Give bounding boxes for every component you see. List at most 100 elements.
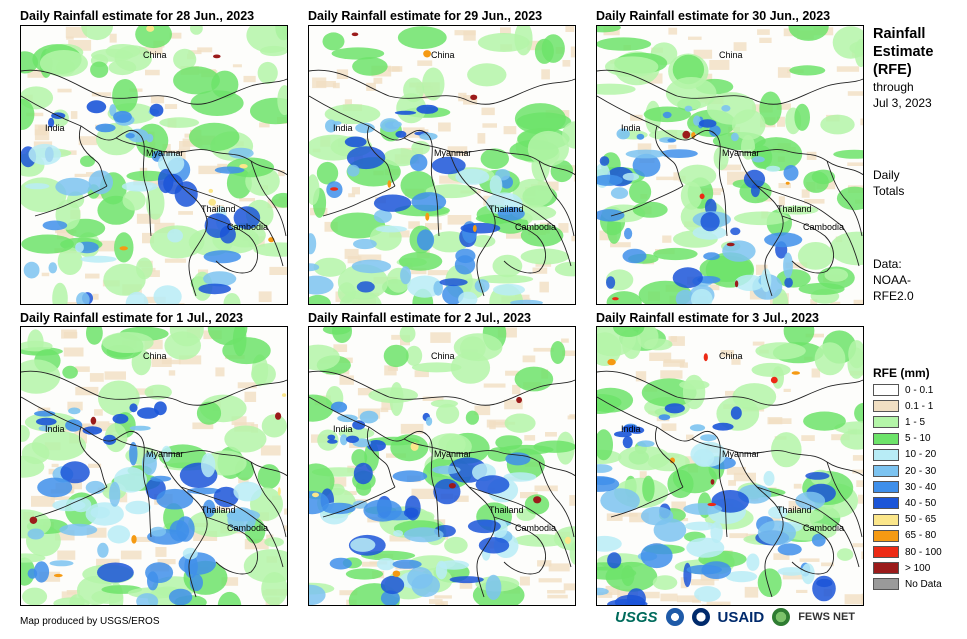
panel-title-3: Daily Rainfall estimate for 30 Jun., 202… [596,9,831,23]
panel-title-2: Daily Rainfall estimate for 29 Jun., 202… [308,9,543,23]
map-label-thailand: Thailand [201,505,236,515]
map-label-cambodia: Cambodia [803,523,844,533]
through-date: Jul 3, 2023 [873,96,932,110]
map-label-cambodia: Cambodia [803,222,844,232]
legend-swatch [873,578,899,591]
legend-label: 40 - 50 [905,497,937,509]
map-label-cambodia: Cambodia [227,222,268,232]
rainfall-map-5: China India Myanmar Thailand Cambodia [308,326,576,606]
map-label-myanmar: Myanmar [434,449,472,459]
map-label-thailand: Thailand [489,505,524,515]
map-label-myanmar: Myanmar [722,449,760,459]
data-line-3: RFE2.0 [873,289,914,303]
usaid-seal-icon [691,608,710,626]
title-line-1: Rainfall [873,26,926,42]
legend-item: 1 - 5 [873,415,925,429]
map-label-china: China [431,351,455,361]
legend-swatch [873,400,899,413]
through-label: through [873,80,914,94]
legend-label: 5 - 10 [905,433,931,445]
legend-label: 65 - 80 [905,530,937,542]
legend-label: 10 - 20 [905,449,937,461]
legend-swatch [873,513,899,526]
legend-swatch [873,529,899,542]
title-line-3: (RFE) [873,62,912,78]
legend-item: No Data [873,577,942,591]
map-label-thailand: Thailand [777,505,812,515]
map-credit: Map produced by USGS/EROS [20,616,160,627]
logo-strip: USGS USAID FEWS NET [615,608,855,626]
map-label-india: India [45,424,65,434]
panel-title-4: Daily Rainfall estimate for 1 Jul., 2023 [20,311,244,325]
map-label-china: China [719,351,743,361]
panel-title-1: Daily Rainfall estimate for 28 Jun., 202… [20,9,255,23]
rainfall-map-3: China India Myanmar Thailand Cambodia [596,25,864,305]
rainfall-map-1: China India Myanmar Thailand Cambodia [20,25,288,305]
map-label-india: India [621,424,641,434]
map-label-india: India [621,123,641,133]
legend-swatch [873,432,899,445]
panel-title-5: Daily Rainfall estimate for 2 Jul., 2023 [308,311,532,325]
map-label-china: China [143,351,167,361]
legend-item: 20 - 30 [873,464,936,478]
legend-swatch [873,448,899,461]
map-label-china: China [431,50,455,60]
data-line-1: Data: [873,257,902,271]
map-label-thailand: Thailand [201,204,236,214]
data-source: Data: NOAA- RFE2.0 [873,256,914,304]
legend-item: 5 - 10 [873,432,931,446]
legend-label: No Data [905,578,942,590]
map-label-india: India [333,424,353,434]
daily-line-2: Totals [873,184,905,198]
map-label-cambodia: Cambodia [227,523,268,533]
map-label-thailand: Thailand [489,204,524,214]
legend-label: 1 - 5 [905,416,926,428]
legend-item: 50 - 65 [873,513,936,527]
map-label-china: China [719,50,743,60]
map-label-myanmar: Myanmar [722,148,760,158]
map-label-myanmar: Myanmar [146,449,184,459]
title-line-2: Estimate [873,44,934,60]
rainfall-map-6: China India Myanmar Thailand Cambodia [596,326,864,606]
fews-globe-icon [772,608,791,626]
legend-label: 80 - 100 [905,546,942,558]
legend-item: 0 - 0.1 [873,383,933,397]
legend-item: 65 - 80 [873,529,936,543]
legend-item: > 100 [873,561,930,575]
noaa-seal-icon [665,608,684,626]
map-label-myanmar: Myanmar [434,148,472,158]
usgs-logo: USGS [615,608,658,626]
legend-label: 30 - 40 [905,481,937,493]
panel-title-6: Daily Rainfall estimate for 3 Jul., 2023 [596,311,820,325]
legend-swatch [873,546,899,558]
rainfall-map-2: China India Myanmar Thailand Cambodia [308,25,576,305]
map-label-china: China [143,50,167,60]
legend-item: 80 - 100 [873,545,942,559]
legend-swatch [873,384,899,396]
usaid-logo: USAID [717,608,765,626]
legend-item: 10 - 20 [873,448,936,462]
map-label-cambodia: Cambodia [515,222,556,232]
legend-label: 0 - 0.1 [905,384,934,396]
legend-title: RFE (mm) [873,366,930,380]
map-label-india: India [45,123,65,133]
legend-swatch [873,497,899,510]
map-label-cambodia: Cambodia [515,523,556,533]
sidebar-heading: Rainfall Estimate (RFE) through Jul 3, 2… [873,25,933,111]
fews-net-logo: FEWS NET [798,611,856,623]
daily-line-1: Daily [873,168,900,182]
legend-swatch [873,562,899,575]
daily-totals: Daily Totals [873,167,904,199]
legend-swatch [873,465,899,477]
data-line-2: NOAA- [873,273,912,287]
legend-item: 30 - 40 [873,480,936,494]
legend-swatch [873,416,899,429]
legend-label: 50 - 65 [905,514,937,526]
map-label-thailand: Thailand [777,204,812,214]
map-label-india: India [333,123,353,133]
legend-label: > 100 [905,562,931,574]
legend-label: 0.1 - 1 [905,400,934,412]
rainfall-map-4: China India Myanmar Thailand Cambodia [20,326,288,606]
legend-item: 0.1 - 1 [873,399,933,413]
legend-label: 20 - 30 [905,465,937,477]
